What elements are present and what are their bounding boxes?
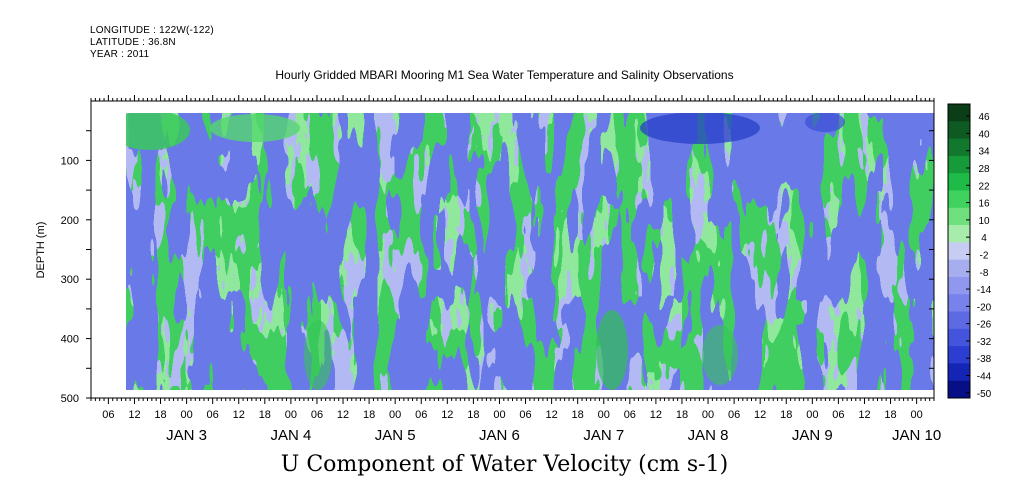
colorbar-swatch [948, 276, 970, 295]
colorbar-swatch [948, 121, 970, 140]
colorbar-swatch [948, 138, 970, 157]
x-hour-label: 00 [180, 409, 192, 421]
x-day-label: JAN 4 [270, 427, 311, 444]
longitude-label: LONGITUDE : 122W(-122) [90, 25, 214, 36]
x-hour-label: 12 [754, 409, 766, 421]
colorbar-swatch [948, 259, 970, 278]
colorbar-frame [947, 103, 971, 399]
y-tick-label: 200 [61, 215, 79, 227]
latitude-label: LATITUDE : 36.8N [90, 37, 176, 48]
colorbar-label: -50 [977, 389, 992, 400]
colorbar-label: 46 [978, 112, 990, 123]
x-hour-label: 06 [311, 409, 323, 421]
colorbar-label: -20 [977, 302, 992, 313]
y-tick-label: 300 [61, 274, 79, 286]
x-hour-label: 00 [493, 409, 505, 421]
colorbar-label: 34 [978, 147, 990, 158]
colorbar-swatch [948, 311, 970, 330]
x-hour-label: 18 [780, 409, 792, 421]
colorbar-label: -38 [977, 354, 992, 365]
x-hour-label: 12 [337, 409, 349, 421]
colorbar-label: 10 [978, 216, 990, 227]
y-axis: 100 200 300 400 500 [61, 130, 934, 405]
colorbar-swatch [948, 242, 970, 261]
colorbar-swatch [948, 207, 970, 226]
colorbar-label: 28 [978, 164, 990, 175]
y-tick-label: 100 [61, 155, 79, 167]
colorbar-swatch [948, 155, 970, 174]
colorbar-swatch [948, 380, 970, 399]
x-hour-label: 00 [806, 409, 818, 421]
colorbar-label: 22 [978, 181, 990, 192]
x-hour-label: 18 [572, 409, 584, 421]
colorbar-swatch [948, 328, 970, 347]
x-hour-label: 06 [415, 409, 427, 421]
colorbar-label: -8 [980, 268, 989, 279]
x-hour-label: 06 [102, 409, 114, 421]
x-hour-label: 12 [233, 409, 245, 421]
colorbar-swatch [948, 363, 970, 382]
y-tick-label: 500 [61, 393, 79, 405]
colorbar: 46 40 34 28 22 16 10 4 -2 -8 -14 -20 -26 -32 -38 -44 -50 [947, 103, 992, 400]
colorbar-label: 4 [981, 233, 987, 244]
colorbar-swatch [948, 225, 970, 243]
x-day-label: JAN 8 [688, 427, 729, 444]
colorbar-label: 40 [978, 129, 990, 140]
x-hour-label: 00 [702, 409, 714, 421]
x-hour-label: 06 [519, 409, 531, 421]
year-label: YEAR : 2011 [90, 49, 150, 60]
x-hour-label: 06 [832, 409, 844, 421]
x-day-label: JAN 10 [892, 427, 941, 444]
colorbar-label: -2 [980, 250, 989, 261]
colorbar-swatch [948, 104, 970, 122]
x-day-label: JAN 6 [479, 427, 520, 444]
x-hour-label: 00 [910, 409, 922, 421]
x-hour-label: 00 [598, 409, 610, 421]
colorbar-label: 16 [978, 199, 990, 210]
x-hour-label: 18 [259, 409, 271, 421]
x-day-label: JAN 3 [166, 427, 207, 444]
x-hour-label: 06 [728, 409, 740, 421]
x-hour-label: 12 [128, 409, 140, 421]
x-axis-label: U Component of Water Velocity (cm s-1) [280, 452, 729, 477]
y-tick-label: 400 [61, 334, 79, 346]
x-hour-label: 00 [389, 409, 401, 421]
x-hour-label: 12 [858, 409, 870, 421]
x-axis: 06 12 18 00 06 12 18 00 06 12 18 00 06 12 18 00 06 12 18 00… [90, 95, 941, 444]
x-day-label: JAN 5 [375, 427, 416, 444]
colorbar-swatch [948, 346, 970, 364]
x-hour-label: 12 [650, 409, 662, 421]
x-hour-label: 18 [676, 409, 688, 421]
velocity-field [126, 113, 934, 390]
x-hour-label: 06 [207, 409, 219, 421]
x-hour-label: 18 [154, 409, 166, 421]
x-hour-label: 18 [467, 409, 479, 421]
colorbar-label: -14 [977, 285, 992, 296]
x-day-label: JAN 9 [792, 427, 833, 444]
x-hour-label: 12 [441, 409, 453, 421]
x-hour-label: 18 [363, 409, 375, 421]
x-day-label: JAN 7 [583, 427, 624, 444]
x-hour-label: 12 [545, 409, 557, 421]
chart-title: Hourly Gridded MBARI Mooring M1 Sea Wate… [275, 68, 734, 82]
colorbar-label: -26 [977, 320, 992, 331]
colorbar-label: -32 [977, 337, 992, 348]
x-hour-label: 06 [624, 409, 636, 421]
x-hour-label: 18 [884, 409, 896, 421]
colorbar-label: -44 [977, 372, 992, 383]
x-hour-label: 00 [285, 409, 297, 421]
colorbar-swatch [948, 190, 970, 209]
colorbar-swatch [948, 294, 970, 313]
colorbar-swatch [948, 173, 970, 191]
